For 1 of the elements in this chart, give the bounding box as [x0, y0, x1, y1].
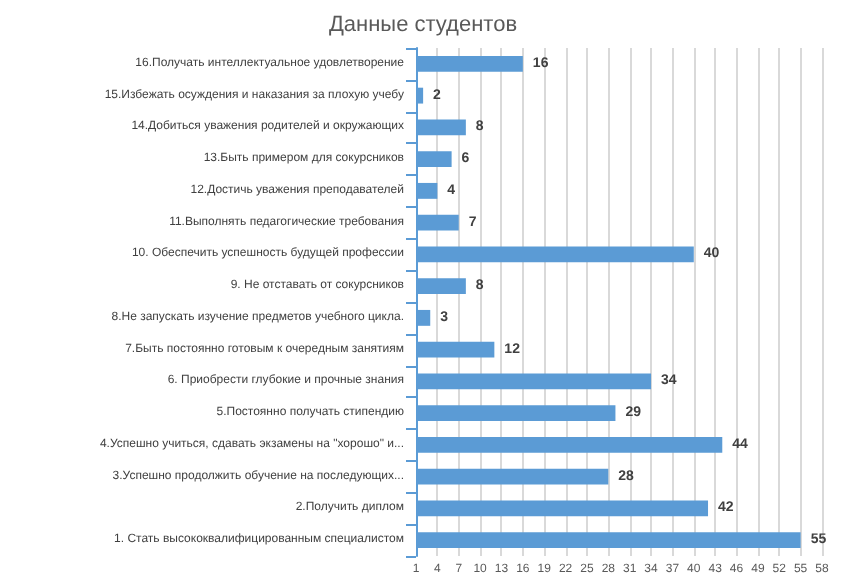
chart-title: Данные студентов — [328, 13, 518, 37]
